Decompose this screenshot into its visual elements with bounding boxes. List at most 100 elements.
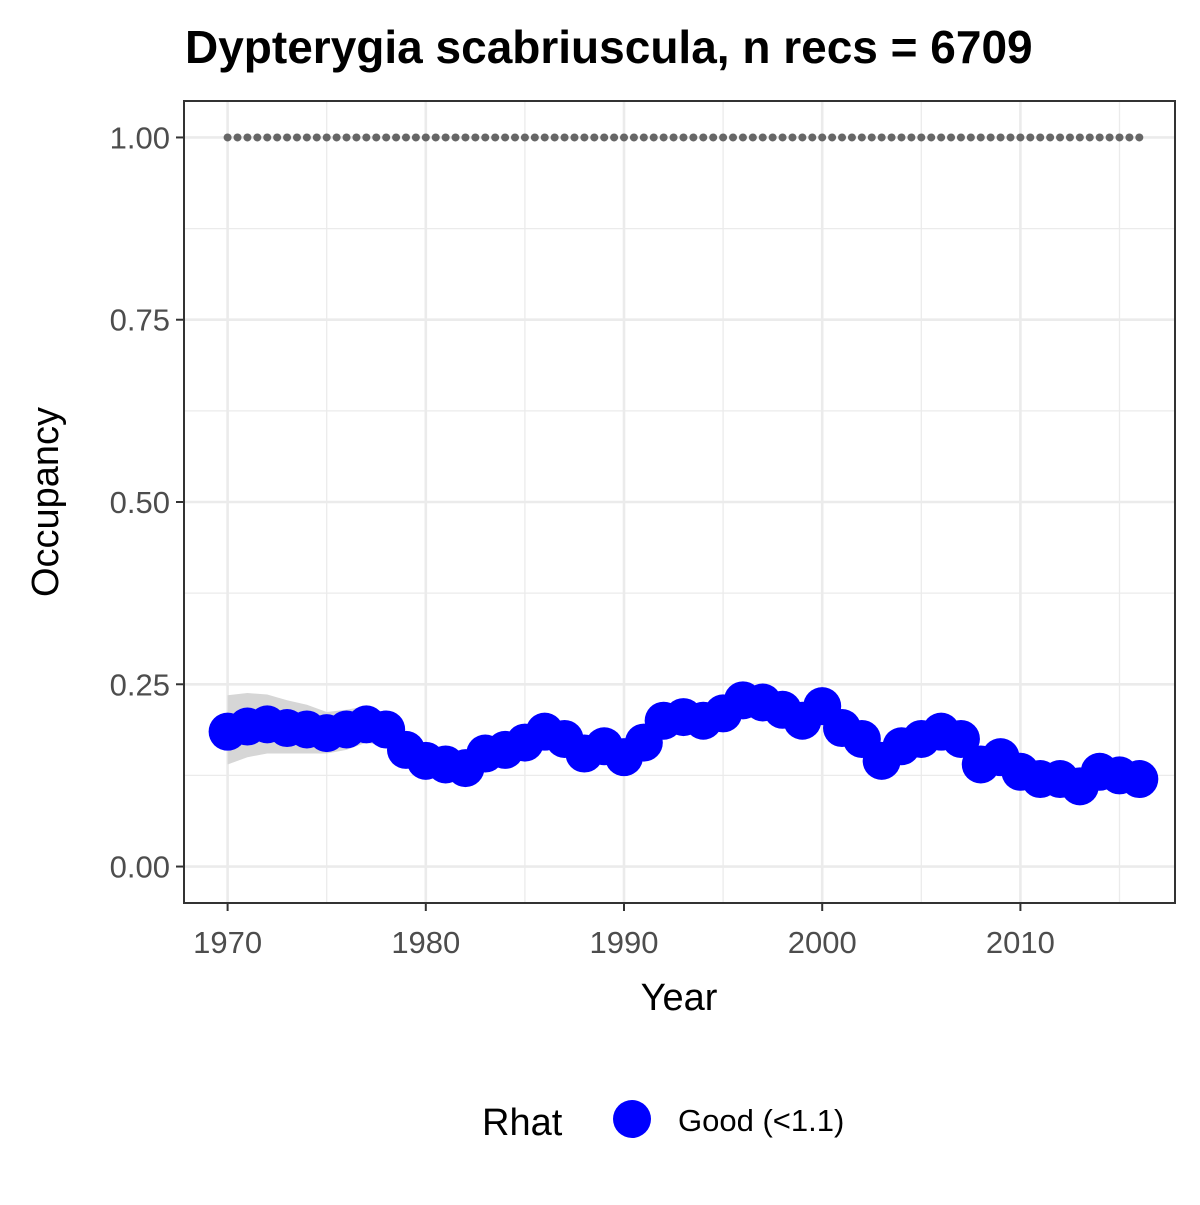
reference-point xyxy=(1075,133,1084,142)
reference-point xyxy=(768,133,777,142)
reference-point xyxy=(629,133,638,142)
reference-point xyxy=(639,133,648,142)
reference-point xyxy=(421,133,430,142)
y-tick-label: 0.25 xyxy=(110,667,170,702)
reference-point xyxy=(401,133,410,142)
reference-point xyxy=(451,133,460,142)
reference-point xyxy=(520,133,529,142)
reference-point xyxy=(471,133,480,142)
reference-point xyxy=(729,133,738,142)
reference-point xyxy=(788,133,797,142)
reference-point xyxy=(600,133,609,142)
reference-point xyxy=(501,133,510,142)
x-tick-label: 2000 xyxy=(788,925,857,960)
reference-point xyxy=(679,133,688,142)
reference-point xyxy=(263,133,272,142)
reference-layer xyxy=(223,133,1144,142)
reference-point xyxy=(382,133,391,142)
reference-point xyxy=(996,133,1005,142)
reference-point xyxy=(223,133,232,142)
reference-point xyxy=(857,133,866,142)
reference-point xyxy=(867,133,876,142)
reference-point xyxy=(253,133,262,142)
reference-point xyxy=(392,133,401,142)
reference-point xyxy=(778,133,787,142)
y-tick-label: 0.75 xyxy=(110,303,170,338)
reference-point xyxy=(659,133,668,142)
reference-point xyxy=(570,133,579,142)
reference-point xyxy=(243,133,252,142)
reference-point xyxy=(1065,133,1074,142)
x-tick-label: 1970 xyxy=(193,925,262,960)
reference-point xyxy=(362,133,371,142)
reference-point xyxy=(1105,133,1114,142)
reference-point xyxy=(590,133,599,142)
reference-point xyxy=(917,133,926,142)
y-axis-title: Occupancy xyxy=(25,407,67,597)
reference-point xyxy=(1026,133,1035,142)
chart-title: Dypterygia scabriuscula, n recs = 6709 xyxy=(185,21,1033,73)
legend-key-good xyxy=(613,1100,651,1138)
reference-point xyxy=(283,133,292,142)
reference-point xyxy=(748,133,757,142)
reference-point xyxy=(481,133,490,142)
reference-point xyxy=(828,133,837,142)
y-tick-label: 1.00 xyxy=(110,120,170,155)
reference-point xyxy=(372,133,381,142)
reference-point xyxy=(1135,133,1144,142)
legend-label-good: Good (<1.1) xyxy=(678,1103,844,1138)
reference-point xyxy=(808,133,817,142)
occupancy-point xyxy=(941,719,980,758)
reference-point xyxy=(1095,133,1104,142)
reference-point xyxy=(709,133,718,142)
reference-point xyxy=(907,133,916,142)
reference-point xyxy=(510,133,519,142)
reference-point xyxy=(273,133,282,142)
reference-point xyxy=(669,133,678,142)
reference-point xyxy=(302,133,311,142)
reference-point xyxy=(956,133,965,142)
x-tick-label: 1990 xyxy=(590,925,659,960)
reference-point xyxy=(1046,133,1055,142)
reference-point xyxy=(947,133,956,142)
reference-point xyxy=(1125,133,1134,142)
occupancy-point xyxy=(1120,760,1159,799)
legend-title: Rhat xyxy=(482,1102,563,1144)
reference-point xyxy=(441,133,450,142)
reference-point xyxy=(580,133,589,142)
reference-point xyxy=(292,133,301,142)
reference-point xyxy=(818,133,827,142)
series-layer xyxy=(208,681,1159,806)
reference-point xyxy=(233,133,242,142)
reference-point xyxy=(897,133,906,142)
reference-point xyxy=(1016,133,1025,142)
reference-point xyxy=(431,133,440,142)
reference-point xyxy=(352,133,361,142)
reference-point xyxy=(838,133,847,142)
x-tick-label: 2010 xyxy=(986,925,1055,960)
reference-point xyxy=(719,133,728,142)
reference-point xyxy=(332,133,341,142)
reference-point xyxy=(887,133,896,142)
reference-point xyxy=(927,133,936,142)
reference-point xyxy=(798,133,807,142)
y-tick-label: 0.00 xyxy=(110,850,170,885)
reference-point xyxy=(1036,133,1045,142)
reference-point xyxy=(610,133,619,142)
reference-point xyxy=(986,133,995,142)
reference-point xyxy=(312,133,321,142)
reference-point xyxy=(758,133,767,142)
reference-point xyxy=(620,133,629,142)
reference-point xyxy=(738,133,747,142)
reference-point xyxy=(322,133,331,142)
reference-point xyxy=(699,133,708,142)
reference-point xyxy=(877,133,886,142)
reference-point xyxy=(461,133,470,142)
reference-point xyxy=(1006,133,1015,142)
reference-point xyxy=(530,133,539,142)
reference-point xyxy=(937,133,946,142)
reference-point xyxy=(342,133,351,142)
reference-point xyxy=(649,133,658,142)
